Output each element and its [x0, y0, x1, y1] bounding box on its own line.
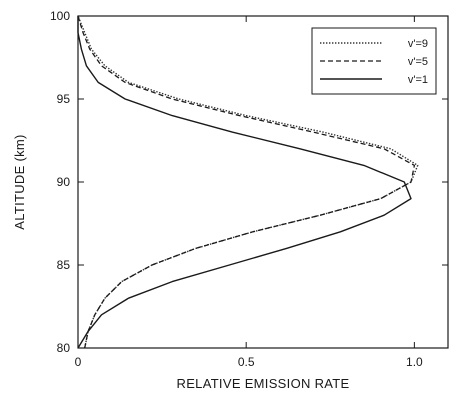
legend-label-0: v'=9 [408, 38, 428, 50]
chart-legend: v'=9 v'=5 v'=1 [311, 27, 437, 95]
x-tick-label-2: 1.0 [406, 355, 423, 369]
legend-label-2: v'=1 [408, 74, 428, 86]
chart-series [77, 15, 419, 349]
y-tick-label-0: 80 [57, 341, 71, 355]
y-tick-label-3: 95 [57, 92, 71, 106]
chart-ticks: 0 0.5 1.0 80 85 90 95 100 [50, 9, 448, 369]
x-tick-label-1: 0.5 [238, 355, 255, 369]
series-line-2 [77, 16, 412, 349]
x-tick-label-0: 0 [75, 355, 82, 369]
y-tick-label-1: 85 [57, 258, 71, 272]
x-axis-label: RELATIVE EMISSION RATE [177, 376, 350, 391]
series-line-1 [77, 15, 416, 349]
legend-label-1: v'=5 [408, 56, 428, 68]
y-tick-label-4: 100 [50, 9, 70, 23]
y-tick-label-2: 90 [57, 175, 71, 189]
y-axis-label: ALTITUDE (km) [12, 134, 27, 229]
